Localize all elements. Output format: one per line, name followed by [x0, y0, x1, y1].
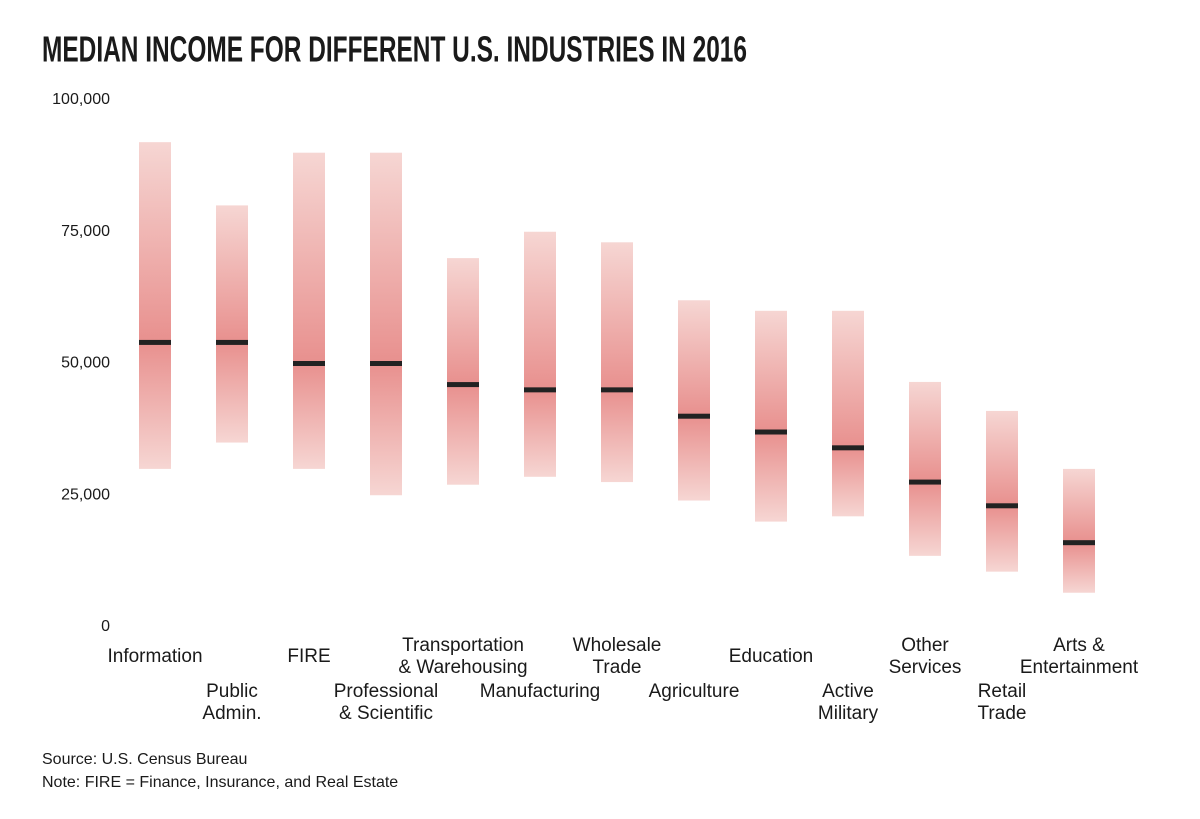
x-tick-label: Military [818, 703, 879, 724]
range-bar [986, 410, 1018, 572]
y-tick-label: 75,000 [61, 223, 110, 240]
x-tick-label: FIRE [287, 646, 330, 667]
chart-title: MEDIAN INCOME FOR DIFFERENT U.S. INDUSTR… [42, 29, 747, 70]
median-mark [293, 361, 325, 366]
range-bar [139, 142, 171, 469]
y-tick-label: 100,000 [52, 91, 110, 108]
x-tick-label: Transportation [402, 635, 524, 656]
x-tick-label: Wholesale [573, 635, 662, 656]
range-bar [370, 152, 402, 496]
median-mark [524, 387, 556, 393]
median-mark [216, 339, 248, 345]
x-tick-label: Retail [978, 681, 1027, 702]
note: Note: FIRE = Finance, Insurance, and Rea… [42, 774, 398, 791]
median-mark [832, 445, 864, 451]
median-mark [755, 429, 787, 435]
x-tick-label: & Warehousing [398, 657, 527, 678]
median-mark [601, 387, 633, 393]
range-bar [293, 152, 325, 469]
x-tick-label: Public [206, 681, 258, 702]
x-tick-label: Arts & [1053, 635, 1105, 656]
source: Source: U.S. Census Bureau [42, 751, 247, 768]
x-tick-label: Other [901, 635, 949, 656]
x-tick-label: Trade [593, 657, 642, 678]
x-tick-label: Professional [334, 681, 439, 702]
median-mark [447, 382, 479, 388]
x-tick-label: Education [729, 646, 814, 667]
y-tick-label: 0 [101, 618, 110, 635]
median-mark [370, 361, 402, 366]
x-tick-label: Agriculture [649, 681, 740, 702]
range-bar [601, 242, 633, 483]
range-bar [678, 300, 710, 501]
x-tick-label: Services [889, 657, 962, 678]
median-mark [909, 479, 941, 485]
range-bar [1063, 468, 1095, 593]
x-tick-label: Active [822, 681, 874, 702]
x-tick-label: Information [107, 646, 202, 667]
range-bar [755, 310, 787, 522]
range-bar [524, 231, 556, 477]
y-tick-label: 50,000 [61, 355, 110, 372]
range-bar [832, 310, 864, 517]
x-tick-label: & Scientific [339, 703, 433, 724]
x-tick-label: Trade [978, 703, 1027, 724]
median-mark [678, 413, 710, 419]
x-tick-label: Admin. [202, 703, 261, 724]
x-tick-label: Entertainment [1020, 657, 1139, 678]
median-mark [1063, 540, 1095, 546]
median-mark [139, 339, 171, 345]
median-mark [986, 503, 1018, 509]
range-bar [909, 381, 941, 556]
range-bar [216, 205, 248, 443]
x-tick-label: Manufacturing [480, 681, 600, 702]
y-tick-label: 25,000 [61, 486, 110, 503]
range-bar [447, 258, 479, 485]
